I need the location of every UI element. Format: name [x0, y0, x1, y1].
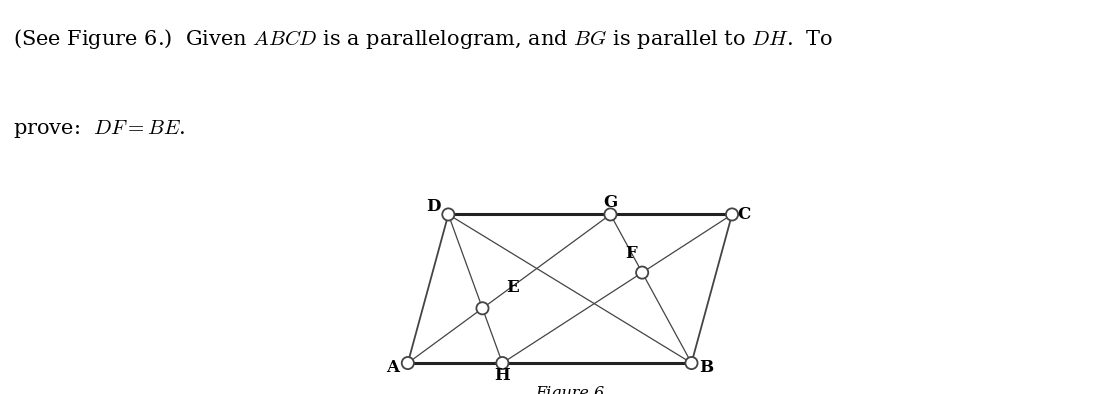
Text: G: G: [603, 194, 617, 211]
Text: F: F: [625, 245, 637, 262]
Text: Figure 6: Figure 6: [535, 385, 605, 394]
Circle shape: [726, 208, 738, 221]
Circle shape: [443, 208, 455, 221]
Circle shape: [685, 357, 697, 369]
Text: prove:  $DF = BE$.: prove: $DF = BE$.: [13, 118, 185, 140]
Circle shape: [636, 266, 648, 279]
Text: H: H: [494, 367, 511, 384]
Text: E: E: [506, 279, 518, 296]
Circle shape: [477, 302, 489, 314]
Circle shape: [496, 357, 509, 369]
Circle shape: [402, 357, 414, 369]
Text: B: B: [699, 359, 713, 375]
Text: C: C: [738, 206, 751, 223]
Text: (See Figure 6.)  Given $ABCD$ is a parallelogram, and $BG$ is parallel to $DH$. : (See Figure 6.) Given $ABCD$ is a parall…: [13, 27, 834, 51]
Circle shape: [604, 208, 617, 221]
Text: D: D: [426, 198, 441, 215]
Text: A: A: [387, 359, 399, 375]
